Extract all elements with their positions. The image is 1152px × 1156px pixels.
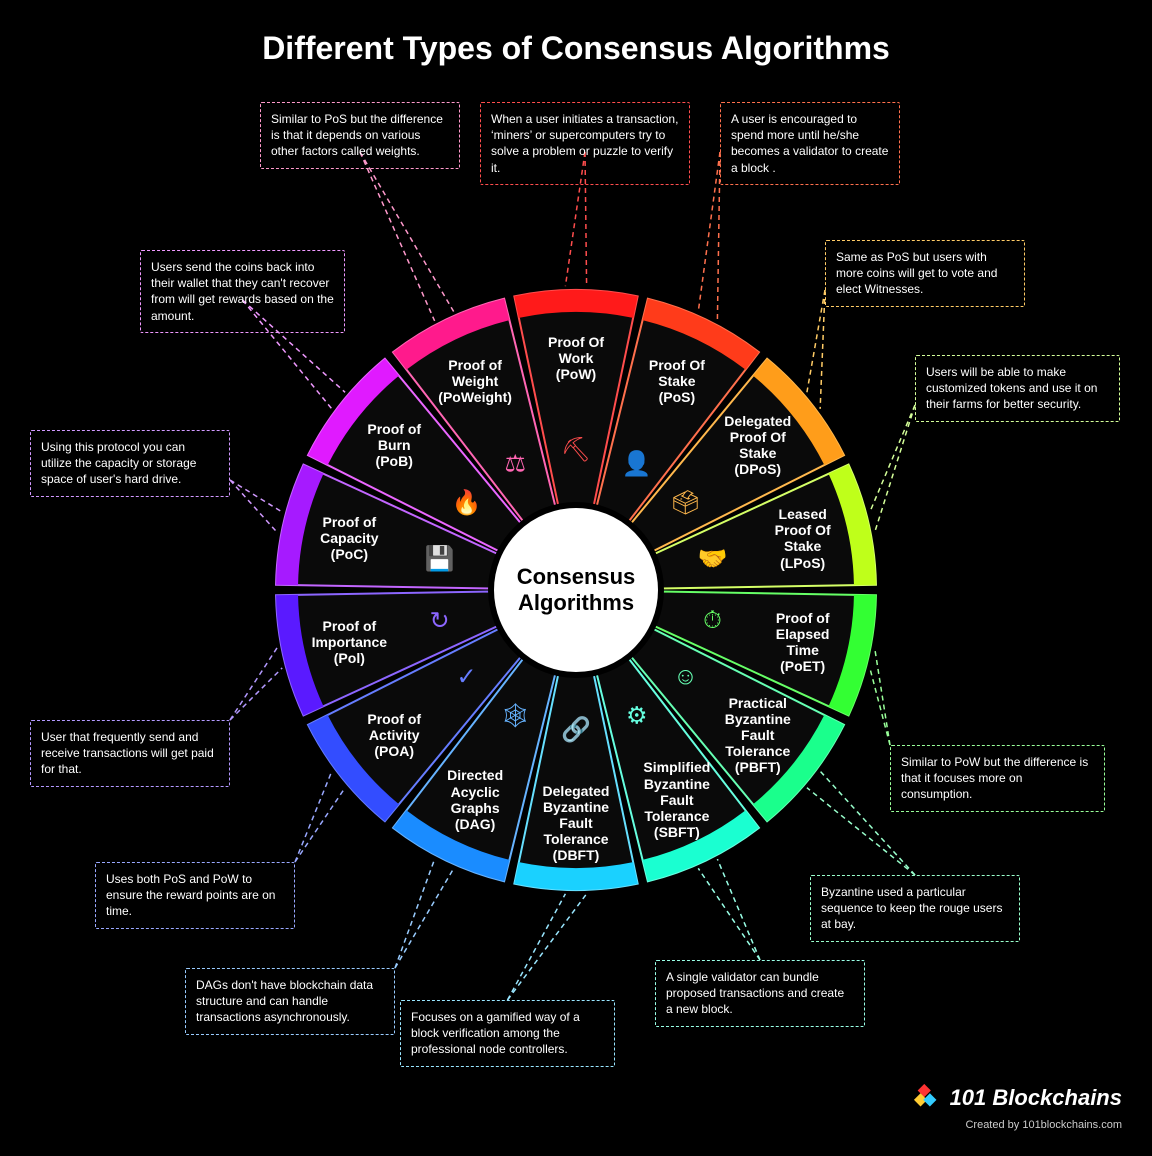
callout-dbft: Focuses on a gamified way of a block ver… [400, 1000, 615, 1067]
callout-poet: Similar to PoW but the difference is tha… [890, 745, 1105, 812]
footer: 101 Blockchains Created by 101blockchain… [914, 1084, 1122, 1131]
callout-sbft: A single validator can bundle proposed t… [655, 960, 865, 1027]
callout-lpos: Users will be able to make customized to… [915, 355, 1120, 422]
callout-pos: A user is encouraged to spend more until… [720, 102, 900, 185]
callout-pbft: Byzantine used a particular sequence to … [810, 875, 1020, 942]
callout-poc: Using this protocol you can utilize the … [30, 430, 230, 497]
callout-pob: Users send the coins back into their wal… [140, 250, 345, 333]
callout-dag: DAGs don't have blockchain data structur… [185, 968, 395, 1035]
diagram-stage: Proof OfWork(PoW)⛏When a user initiates … [0, 0, 1152, 1151]
footer-subtext: Created by 101blockchains.com [914, 1119, 1122, 1131]
callout-pow: When a user initiates a transaction, ‘mi… [480, 102, 690, 185]
callout-dpos: Same as PoS but users with more coins wi… [825, 240, 1025, 307]
footer-brand: 101 Blockchains [914, 1084, 1122, 1112]
callout-poi: User that frequently send and receive tr… [30, 720, 230, 787]
center-circle [491, 505, 661, 675]
footer-brand-text: 101 Blockchains [950, 1085, 1122, 1111]
callout-poa: Uses both PoS and PoW to ensure the rewa… [95, 862, 295, 929]
brand-logo-icon [914, 1084, 942, 1112]
callout-powt: Similar to PoS but the difference is tha… [260, 102, 460, 169]
